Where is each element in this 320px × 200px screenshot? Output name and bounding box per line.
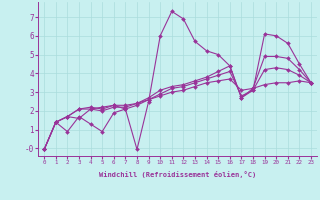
X-axis label: Windchill (Refroidissement éolien,°C): Windchill (Refroidissement éolien,°C) bbox=[99, 171, 256, 178]
